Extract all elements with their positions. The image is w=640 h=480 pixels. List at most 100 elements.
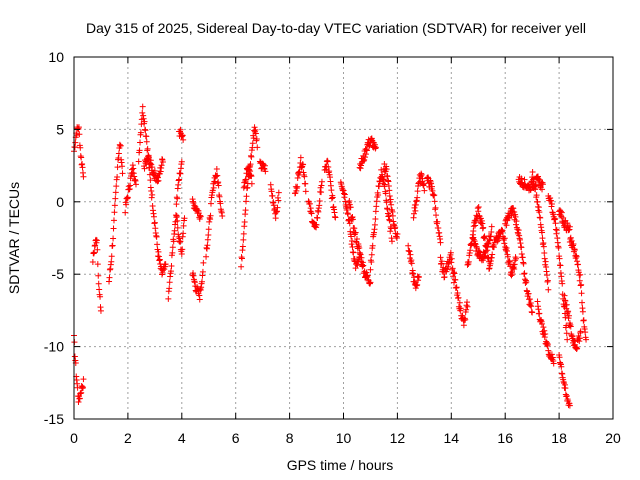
data-point [169,249,176,256]
data-point [168,262,175,269]
data-point [414,281,421,288]
data-point [386,192,393,199]
data-point [548,197,555,204]
data-point [437,254,444,261]
data-point [532,183,539,190]
data-point [169,244,176,251]
data-point [177,238,184,245]
data-point [250,135,257,142]
data-point [480,257,487,264]
data-point [457,305,464,312]
data-point [72,139,79,146]
data-point [501,235,508,242]
data-point [529,309,536,316]
y-tick-label: -10 [44,339,64,355]
data-point [180,136,187,143]
data-point [566,402,573,409]
data-point [501,240,508,247]
data-point [247,161,254,168]
data-point [464,303,471,310]
data-point [114,173,121,180]
x-tick-label: 14 [444,430,460,446]
data-point [97,307,104,314]
y-axis-label: SDTVAR / TECUs [6,182,22,294]
data-point [525,290,532,297]
data-point [477,215,484,222]
data-point [533,192,540,199]
data-point [360,262,367,269]
data-point [574,345,581,352]
data-point [155,177,162,184]
data-point [215,182,222,189]
data-point [375,192,382,199]
data-point [106,274,113,281]
data-point [475,204,482,211]
data-point [583,336,590,343]
data-point [154,241,161,248]
data-point [168,268,175,275]
data-point [431,192,438,199]
data-point [536,310,543,317]
x-tick-label: 0 [70,430,78,446]
data-point [488,228,495,235]
data-point [136,147,143,154]
data-point [447,249,454,256]
data-point [526,296,533,303]
data-point [117,142,124,149]
data-point [165,295,172,302]
data-point [407,251,414,258]
data-point [450,279,457,286]
data-point [253,136,260,143]
data-point [389,212,396,219]
data-point [95,272,102,279]
data-point [243,198,250,205]
data-point [353,236,360,243]
y-tick-label: 0 [56,194,64,210]
data-point [482,249,489,256]
data-point [207,212,214,219]
data-point [75,399,82,406]
data-point [449,265,456,272]
data-point [579,299,586,306]
grid-lines [74,57,613,419]
data-point [574,261,581,268]
data-point [556,354,563,361]
data-point [316,198,323,205]
data-point [238,255,245,262]
data-point [89,258,96,265]
data-point [518,244,525,251]
data-point [174,217,181,224]
data-point [579,308,586,315]
data-point [77,144,84,151]
data-point [544,277,551,284]
data-point [351,225,358,232]
data-point [180,222,187,229]
data-point [389,238,396,245]
data-point [537,214,544,221]
data-point [341,191,348,198]
data-point [412,207,419,214]
data-point [306,200,313,207]
data-point [147,177,154,184]
data-point [564,336,571,343]
data-point [476,248,483,255]
data-point [432,204,439,211]
data-point [332,214,339,221]
data-point [93,237,100,244]
data-point [536,209,543,216]
data-point [272,215,279,222]
data-point [352,229,359,236]
data-point [171,227,178,234]
data-point [243,193,250,200]
data-point [262,168,269,175]
data-point [515,227,522,234]
data-point [542,330,549,337]
data-point [367,266,374,273]
data-point [179,246,186,253]
data-point [302,180,309,187]
data-point [566,223,573,230]
data-point [539,235,546,242]
data-point [318,189,325,196]
data-point [300,161,307,168]
data-point [571,247,578,254]
